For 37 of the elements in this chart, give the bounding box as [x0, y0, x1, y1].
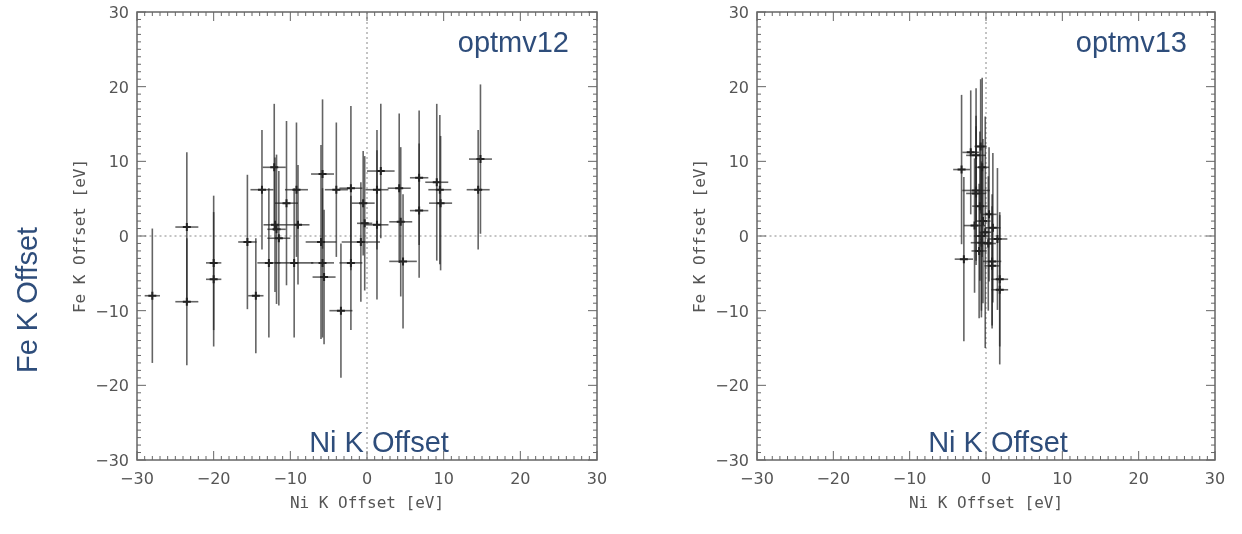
y-axis-title: Fe K Offset [eV] [690, 158, 709, 314]
annotation: Ni K Offset [309, 426, 449, 458]
text: Fe K Offset [11, 226, 43, 374]
annotation: optmv12 [457, 26, 569, 58]
x-tick-label: 30 [1204, 469, 1226, 488]
y-tick-label: −20 [715, 376, 749, 396]
x-tick-label: 0 [980, 469, 992, 488]
annotation: Ni K Offset [928, 426, 1068, 458]
y-tick-label: −10 [95, 301, 129, 321]
y-tick-label: 20 [728, 77, 749, 97]
y-axis-title: Fe K Offset [eV] [70, 158, 89, 314]
x-tick-label: 20 [1128, 469, 1149, 488]
annotation: optmv13 [1075, 26, 1187, 58]
y-tick-label: −30 [715, 451, 749, 470]
x-tick-label: −20 [816, 469, 851, 488]
y-tick-label: −20 [95, 376, 129, 396]
y-tick-label: 20 [108, 77, 129, 97]
y-tick-label: 30 [108, 3, 129, 22]
y-tick-label: 0 [118, 227, 129, 246]
x-tick-label: −10 [892, 469, 927, 488]
x-axis-title: Ni K Offset [eV] [289, 493, 445, 512]
x-axis-title: Ni K Offset [eV] [908, 493, 1064, 512]
y-tick-label: −10 [715, 301, 749, 321]
y-tick-label: −30 [95, 451, 129, 470]
y-tick-label: 10 [108, 152, 129, 172]
x-tick-label: 0 [361, 469, 373, 488]
y-tick-label: 10 [728, 152, 749, 172]
y-tick-label: 0 [738, 227, 749, 246]
x-tick-label: −20 [196, 469, 231, 488]
x-tick-label: 20 [510, 469, 531, 488]
y-tick-label: 30 [728, 3, 749, 22]
x-tick-label: −30 [740, 469, 774, 488]
x-tick-label: 10 [433, 469, 454, 488]
x-tick-label: 30 [586, 469, 608, 488]
x-tick-label: −30 [120, 469, 154, 488]
x-tick-label: 10 [1052, 469, 1073, 488]
x-tick-label: −10 [273, 469, 308, 488]
